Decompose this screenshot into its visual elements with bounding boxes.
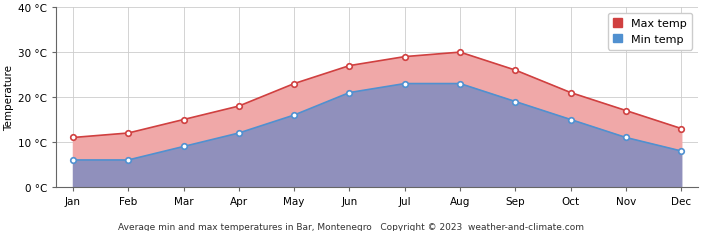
Text: Average min and max temperatures in Bar, Montenegro   Copyright © 2023  weather-: Average min and max temperatures in Bar,… (118, 222, 584, 231)
Legend: Max temp, Min temp: Max temp, Min temp (608, 14, 692, 50)
Y-axis label: Temperature: Temperature (4, 65, 14, 131)
